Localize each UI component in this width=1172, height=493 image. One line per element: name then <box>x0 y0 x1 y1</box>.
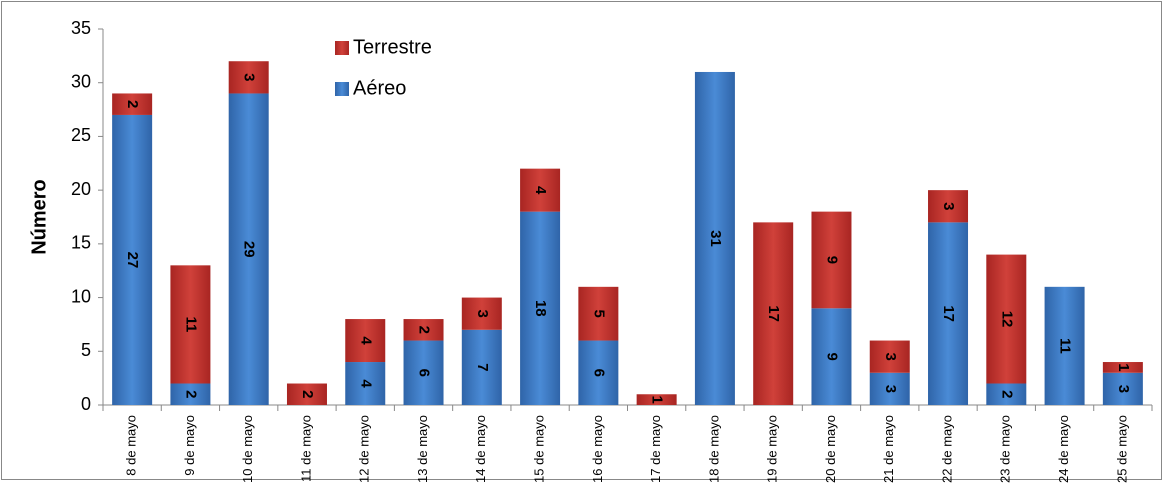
bar-segment <box>461 329 502 405</box>
value-label: 17 <box>940 305 957 322</box>
x-tick-label: 13 de mayo <box>415 415 430 483</box>
value-label: 17 <box>765 305 782 322</box>
bar-segment <box>112 93 153 115</box>
value-label: 29 <box>241 241 258 258</box>
value-label: 9 <box>824 256 841 264</box>
x-tick-label: 24 de mayo <box>1056 415 1071 483</box>
x-tick-label: 21 de mayo <box>881 415 896 483</box>
value-label: 6 <box>416 369 433 377</box>
legend-label: Terrestre <box>353 36 432 58</box>
bar-segment <box>1102 362 1143 373</box>
x-tick-label: 18 de mayo <box>706 415 721 483</box>
legend-swatch <box>335 41 349 55</box>
bar-segment <box>694 71 735 405</box>
bar-segment <box>928 222 969 405</box>
value-label: 1 <box>1115 363 1132 371</box>
bar-segment <box>1044 286 1085 405</box>
y-tick-label: 35 <box>71 18 91 38</box>
value-label: 3 <box>474 310 491 318</box>
value-label: 4 <box>357 336 374 345</box>
value-label: 27 <box>124 252 141 269</box>
bar-segment <box>112 114 153 405</box>
bar-segment <box>928 190 969 223</box>
y-tick-label: 0 <box>81 394 91 414</box>
legend-swatch <box>335 82 349 96</box>
y-tick-label: 20 <box>71 179 91 199</box>
bar-segment <box>345 362 386 405</box>
x-tick-label: 11 de mayo <box>298 415 313 482</box>
value-label: 11 <box>182 316 199 332</box>
bar-segment <box>753 222 794 405</box>
bar-segment <box>869 372 910 405</box>
value-label: 3 <box>882 385 899 393</box>
value-label: 1 <box>649 395 666 403</box>
bar-segment <box>228 93 269 405</box>
bar-segment <box>520 211 561 405</box>
x-tick-label: 10 de mayo <box>240 415 255 483</box>
x-tick-label: 9 de mayo <box>182 415 197 476</box>
bar-segment <box>636 394 677 405</box>
value-label: 3 <box>882 352 899 360</box>
bar-segment <box>869 340 910 373</box>
value-label: 4 <box>357 379 374 388</box>
x-tick-label: 19 de mayo <box>765 415 780 483</box>
value-label: 3 <box>1115 385 1132 393</box>
value-label: 6 <box>590 369 607 377</box>
x-tick-label: 15 de mayo <box>532 415 547 483</box>
x-tick-label: 17 de mayo <box>648 415 663 483</box>
y-tick-label: 30 <box>71 71 91 91</box>
bar-segment <box>461 297 502 330</box>
y-tick-label: 15 <box>71 233 91 253</box>
bar-segment <box>170 265 211 384</box>
value-label: 2 <box>299 390 316 398</box>
x-tick-label: 14 de mayo <box>473 415 488 483</box>
bar-segment <box>1102 372 1143 405</box>
bar-segment <box>520 168 561 212</box>
bar-segment <box>811 308 852 405</box>
y-axis-title: Número <box>28 179 50 255</box>
bar-segment <box>811 211 852 309</box>
value-label: 31 <box>707 230 724 247</box>
bar-segment <box>986 383 1027 405</box>
y-tick-label: 25 <box>71 125 91 145</box>
value-label: 9 <box>824 352 841 360</box>
value-label: 3 <box>241 73 258 81</box>
value-label: 3 <box>940 202 957 210</box>
value-label: 11 <box>1057 338 1074 354</box>
x-tick-label: 8 de mayo <box>124 415 139 476</box>
bar-segment <box>578 340 619 405</box>
bar-segment <box>403 340 444 405</box>
bar-segment <box>170 383 211 405</box>
x-tick-label: 23 de mayo <box>998 415 1013 483</box>
bar-segment <box>403 319 444 341</box>
value-label: 2 <box>182 390 199 398</box>
y-tick-label: 10 <box>71 286 91 306</box>
x-tick-label: 16 de mayo <box>590 415 605 483</box>
value-label: 18 <box>532 300 549 317</box>
value-label: 5 <box>590 310 607 318</box>
value-label: 4 <box>532 186 549 195</box>
value-label: 12 <box>998 311 1015 328</box>
value-label: 2 <box>416 326 433 334</box>
bar-segment <box>578 286 619 341</box>
bar-segment <box>986 254 1027 384</box>
x-tick-label: 12 de mayo <box>357 415 372 483</box>
x-tick-label: 20 de mayo <box>823 415 838 483</box>
value-label: 2 <box>998 390 1015 398</box>
x-tick-label: 22 de mayo <box>939 415 954 483</box>
bar-segment <box>228 61 269 94</box>
bar-segment <box>345 319 386 363</box>
value-label: 7 <box>474 363 491 371</box>
value-label: 2 <box>124 100 141 108</box>
chart-frame <box>1 1 1162 480</box>
x-tick-label: 25 de mayo <box>1114 415 1129 483</box>
legend-label: Aéreo <box>353 77 406 99</box>
y-tick-label: 5 <box>81 340 91 360</box>
bar-segment <box>286 383 327 405</box>
